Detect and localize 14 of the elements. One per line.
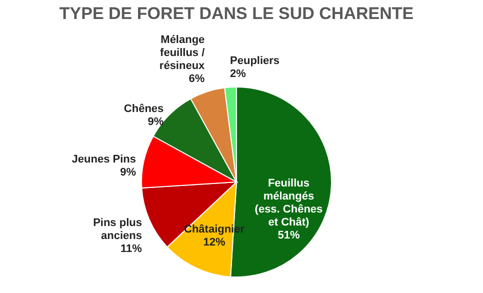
slice-label: Pins plus anciens <box>93 216 142 242</box>
data-label: 12% <box>203 236 226 248</box>
data-label: 9% <box>120 166 136 179</box>
data-label: 11% <box>120 242 142 255</box>
slice-label: Jeunes Pins <box>72 154 136 166</box>
slice-label: Mélange feuillus / résineux <box>159 34 206 72</box>
data-label: 2% <box>230 68 246 80</box>
slice-label: Peupliers <box>230 55 280 68</box>
slice-label: Feuillus mélangés (ess. Chênes et Chât) <box>254 178 323 229</box>
data-label: 51% <box>278 230 300 242</box>
data-label: 6% <box>188 73 205 86</box>
chart-title: TYPE DE FORET DANS LE SUD CHARENTE <box>59 4 414 23</box>
slice-label: Chênes <box>124 103 164 116</box>
data-label: 9% <box>148 116 164 128</box>
